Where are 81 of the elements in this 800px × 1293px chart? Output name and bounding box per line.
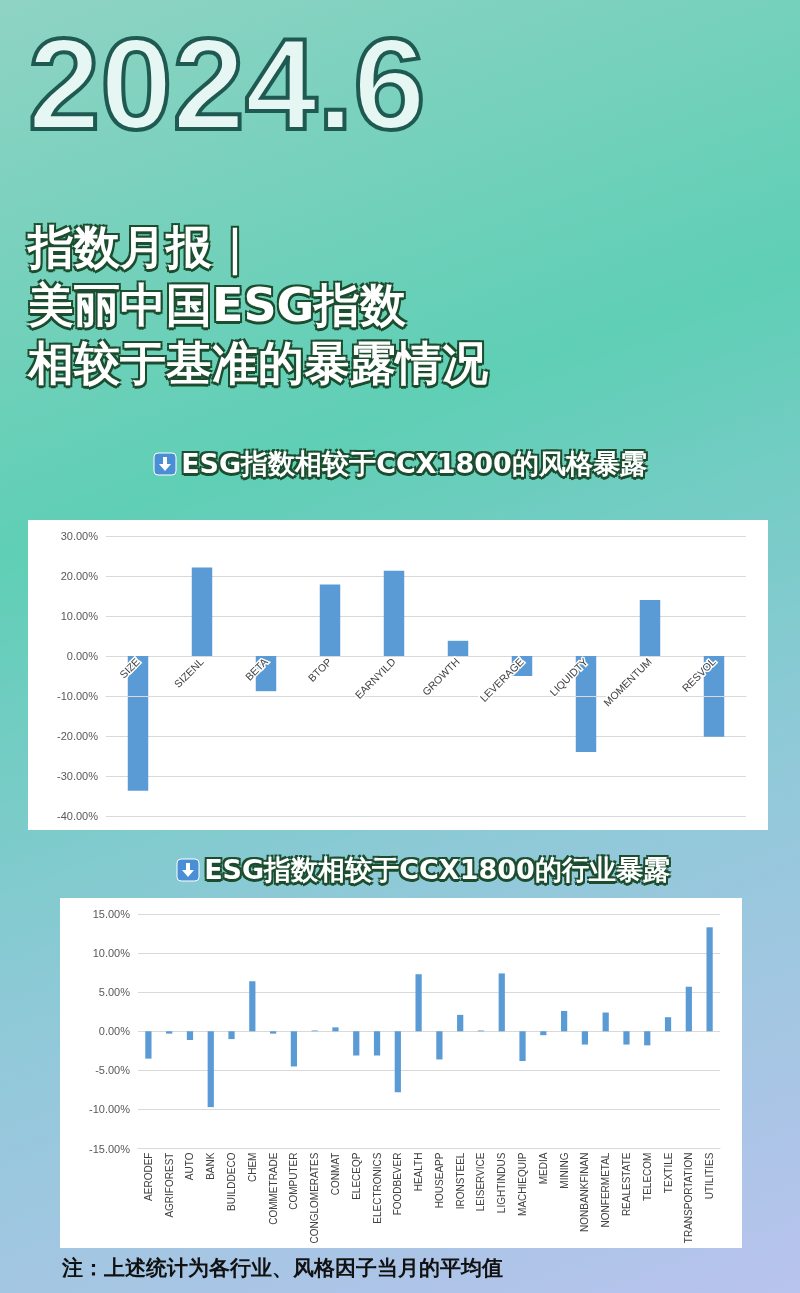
- y-tick-label: 20.00%: [60, 570, 99, 582]
- bar: [145, 1031, 152, 1059]
- bar: [664, 1017, 672, 1032]
- text: 指数月报｜: [28, 219, 257, 276]
- y-tick-label: 0.00%: [98, 1025, 131, 1038]
- bar: [269, 1031, 277, 1034]
- bar: [581, 1031, 589, 1045]
- x-tick-label: IRONSTEEL: [454, 1152, 466, 1210]
- text: 2024.6: [28, 11, 426, 157]
- x-tick-label: UTILITIES: [704, 1152, 716, 1200]
- y-tick-label: -10.00%: [89, 1103, 131, 1116]
- x-tick-label: NONBANKFINAN: [579, 1152, 591, 1233]
- y-tick-label: 5.00%: [98, 986, 131, 999]
- x-tick-label: TEXTILE: [662, 1152, 674, 1194]
- bar: [623, 1031, 630, 1045]
- bar: [228, 1031, 235, 1040]
- x-tick-label: TRANSPORTATION: [683, 1152, 695, 1244]
- y-tick-label: -15.00%: [89, 1142, 131, 1155]
- x-tick-label: HEALTH: [413, 1152, 425, 1192]
- x-tick-label: NONFERMETAL: [600, 1152, 612, 1228]
- bar: [186, 1031, 194, 1040]
- x-tick-label: CONGLOMERATES: [309, 1152, 321, 1244]
- y-tick-label: -10.00%: [57, 690, 99, 702]
- text: 美丽中国ESG指数: [28, 277, 407, 334]
- x-tick-label: AERODEF: [142, 1152, 154, 1201]
- bar: [436, 1031, 443, 1060]
- bar: [166, 1031, 173, 1034]
- x-tick-label: MEDIA: [537, 1152, 549, 1185]
- bar: [353, 1031, 360, 1056]
- bar: [602, 1012, 609, 1032]
- bar: [498, 973, 505, 1032]
- y-tick-label: 10.00%: [92, 947, 131, 960]
- x-tick-label: ELECEQP: [350, 1152, 362, 1200]
- bar: [685, 986, 692, 1032]
- x-tick-label: COMPUTER: [288, 1152, 300, 1210]
- bar: [447, 640, 469, 656]
- y-tick-label: 30.00%: [60, 530, 99, 542]
- x-tick-label: BUILDDECO: [226, 1152, 238, 1211]
- x-tick-label: MACHIEQUIP: [517, 1152, 529, 1216]
- bar: [415, 974, 422, 1032]
- y-tick-label: 10.00%: [60, 610, 99, 622]
- x-tick-label: LIGHTINDUS: [496, 1152, 508, 1214]
- bar: [319, 584, 341, 656]
- x-tick-label: BANK: [205, 1152, 217, 1180]
- bar: [394, 1031, 401, 1093]
- x-tick-label: CHEM: [246, 1152, 258, 1183]
- x-tick-label: HOUSEAPP: [433, 1152, 445, 1209]
- bar: [540, 1031, 547, 1036]
- x-tick-label: MINING: [558, 1152, 570, 1189]
- bar: [706, 927, 713, 1032]
- bar: [644, 1031, 651, 1046]
- text: 相较于基准的暴露情况: [28, 335, 488, 392]
- bar: [191, 567, 213, 656]
- y-tick-label: -5.00%: [95, 1064, 131, 1077]
- x-tick-label: CONMAT: [329, 1152, 341, 1196]
- x-tick-label: AGRIFOREST: [163, 1152, 175, 1218]
- y-tick-label: 0.00%: [66, 650, 99, 662]
- bar: [457, 1014, 464, 1032]
- y-tick-label: -40.00%: [57, 810, 99, 822]
- chart-title: ESG指数相较于CCX1800的行业暴露: [204, 853, 670, 887]
- bar: [207, 1031, 214, 1108]
- bar: [639, 600, 661, 656]
- x-tick-label: FOODBEVER: [392, 1152, 404, 1216]
- x-tick-label: TELECOM: [641, 1152, 653, 1201]
- y-tick-label: -20.00%: [57, 730, 99, 742]
- x-tick-label: ELECTRONICS: [371, 1152, 383, 1224]
- bar: [383, 570, 405, 656]
- x-tick-label: AUTO: [184, 1152, 196, 1181]
- y-tick-label: -30.00%: [57, 770, 99, 782]
- bar: [373, 1031, 381, 1056]
- y-tick-label: 15.00%: [92, 908, 131, 920]
- bar: [519, 1031, 526, 1061]
- bar: [332, 1027, 339, 1032]
- x-tick-label: LEISERVICE: [475, 1152, 487, 1212]
- x-tick-label: REALESTATE: [620, 1152, 632, 1217]
- x-tick-label: COMMETRADE: [267, 1152, 279, 1225]
- chart-title: ESG指数相较于CCX1800的风格暴露: [181, 447, 647, 481]
- bar: [290, 1031, 298, 1067]
- bar: [249, 981, 256, 1032]
- bar: [560, 1010, 568, 1032]
- text: 注：上述统计为各行业、风格因子当月的平均值: [62, 1255, 503, 1282]
